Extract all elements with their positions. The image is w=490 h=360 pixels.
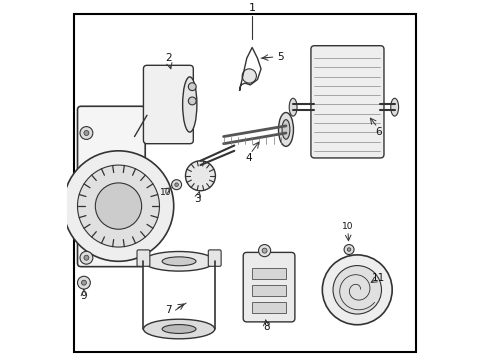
Circle shape	[188, 97, 196, 105]
Circle shape	[175, 183, 178, 186]
Circle shape	[347, 248, 351, 251]
Circle shape	[80, 251, 93, 264]
Circle shape	[77, 165, 159, 247]
Text: 1: 1	[248, 3, 256, 13]
Text: 5: 5	[277, 52, 284, 62]
Circle shape	[84, 131, 89, 135]
Circle shape	[242, 69, 256, 83]
Text: 9: 9	[81, 291, 87, 301]
Text: 6: 6	[375, 127, 382, 137]
Text: 7: 7	[165, 305, 172, 315]
Circle shape	[63, 151, 174, 261]
Ellipse shape	[391, 98, 398, 116]
Circle shape	[186, 161, 216, 191]
Ellipse shape	[278, 113, 294, 147]
Ellipse shape	[282, 120, 290, 139]
FancyBboxPatch shape	[252, 302, 286, 313]
Circle shape	[77, 276, 90, 289]
Circle shape	[80, 127, 93, 139]
Ellipse shape	[144, 252, 215, 271]
FancyBboxPatch shape	[144, 65, 194, 144]
FancyBboxPatch shape	[252, 285, 286, 296]
Ellipse shape	[183, 77, 197, 132]
Text: 4: 4	[245, 153, 252, 163]
Text: 2: 2	[165, 53, 172, 63]
FancyBboxPatch shape	[137, 250, 150, 266]
Text: 10: 10	[160, 188, 172, 197]
FancyBboxPatch shape	[208, 250, 221, 266]
Ellipse shape	[144, 319, 215, 339]
Text: 3: 3	[195, 194, 201, 204]
Text: 10: 10	[342, 222, 353, 231]
Circle shape	[81, 280, 86, 285]
Text: 8: 8	[263, 322, 270, 332]
Text: 11: 11	[372, 273, 385, 283]
Circle shape	[96, 183, 142, 229]
Circle shape	[84, 255, 89, 260]
Circle shape	[322, 255, 392, 325]
Circle shape	[262, 248, 267, 253]
FancyBboxPatch shape	[252, 268, 286, 279]
Ellipse shape	[289, 98, 297, 116]
FancyBboxPatch shape	[77, 106, 145, 267]
Circle shape	[172, 180, 182, 190]
Circle shape	[344, 244, 354, 255]
FancyBboxPatch shape	[243, 252, 295, 322]
Ellipse shape	[162, 257, 196, 266]
Circle shape	[188, 83, 196, 91]
Ellipse shape	[162, 325, 196, 333]
Circle shape	[259, 244, 270, 257]
Circle shape	[333, 266, 382, 314]
FancyBboxPatch shape	[311, 46, 384, 158]
